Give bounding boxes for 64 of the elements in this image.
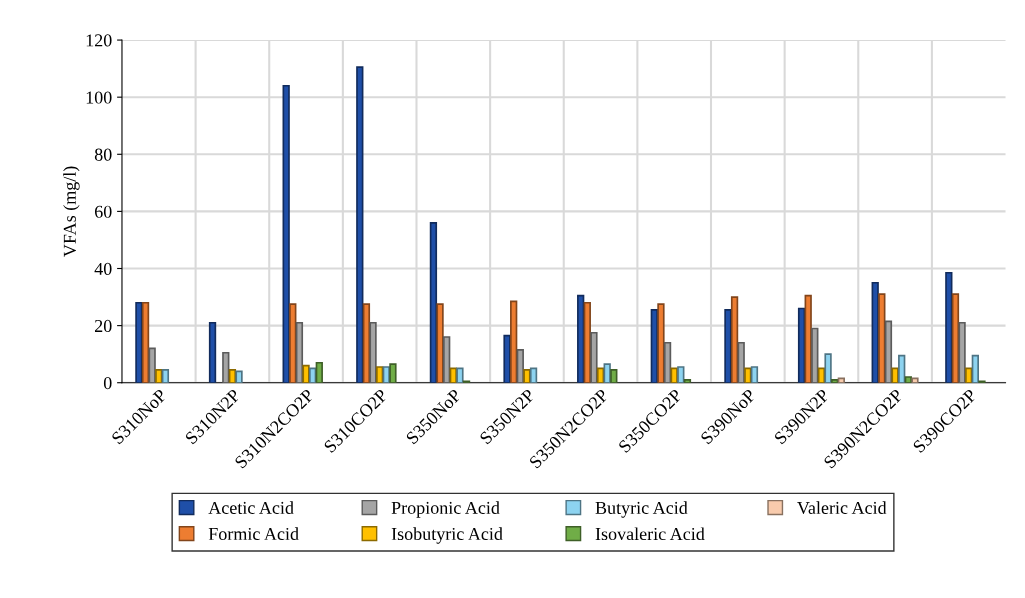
legend-label: Propionic Acid: [391, 501, 500, 518]
bar: [443, 336, 451, 383]
bar: [824, 353, 832, 383]
y-tick-label: 60: [94, 205, 112, 218]
bar: [971, 354, 979, 383]
bar: [456, 367, 464, 383]
legend-label: Acetic Acid: [208, 501, 294, 514]
bar: [945, 271, 953, 383]
bar: [750, 366, 759, 383]
bar: [898, 354, 906, 383]
bar: [161, 369, 170, 383]
y-tick-label: 0: [103, 376, 112, 390]
legend-label: Butyric Acid: [595, 501, 688, 518]
bar: [730, 296, 739, 383]
legend-label: Isovaleric Acid: [595, 527, 705, 541]
bar: [737, 341, 745, 383]
bar: [677, 366, 685, 383]
bar: [389, 363, 397, 383]
bar: [610, 369, 618, 383]
y-tick-label: 80: [94, 148, 112, 161]
bar: [135, 301, 143, 383]
legend-label: Formic Acid: [208, 527, 299, 541]
bar: [282, 84, 290, 383]
bar: [289, 303, 297, 383]
bar: [958, 321, 966, 383]
y-tick-label: 100: [86, 91, 112, 104]
bar: [141, 301, 150, 383]
bar: [797, 307, 806, 383]
bar: [516, 349, 524, 383]
legend-label: Isobutyric Acid: [391, 527, 503, 544]
y-tick-label: 40: [94, 262, 112, 275]
bar: [155, 369, 163, 383]
bar: [208, 321, 217, 383]
bar: [744, 367, 752, 383]
bar: [235, 370, 243, 383]
bar: [436, 303, 444, 383]
bar: [369, 321, 377, 383]
bar: [657, 303, 665, 383]
bar: [309, 367, 317, 383]
bar: [663, 341, 672, 383]
bar: [878, 293, 886, 383]
bar: [577, 294, 585, 383]
y-axis-title: VFAs (mg/l): [63, 166, 80, 257]
bar: [596, 367, 605, 383]
legend-label: Valeric Acid: [797, 501, 887, 515]
bar: [529, 367, 538, 383]
y-tick-label: 120: [86, 34, 112, 47]
bar: [302, 364, 310, 383]
bar: [376, 366, 384, 383]
bar: [911, 377, 919, 383]
bar: [222, 351, 230, 383]
bar: [503, 334, 511, 383]
y-tick-label: 20: [94, 319, 112, 333]
bar: [724, 309, 732, 383]
bar: [356, 66, 364, 383]
bar: [891, 367, 899, 383]
bar: [315, 361, 323, 383]
bar: [510, 300, 518, 383]
bar: [811, 327, 819, 383]
bar: [523, 369, 531, 383]
bar: [295, 321, 304, 383]
bar: [884, 320, 893, 383]
bar: [965, 367, 973, 383]
bar: [590, 331, 598, 383]
